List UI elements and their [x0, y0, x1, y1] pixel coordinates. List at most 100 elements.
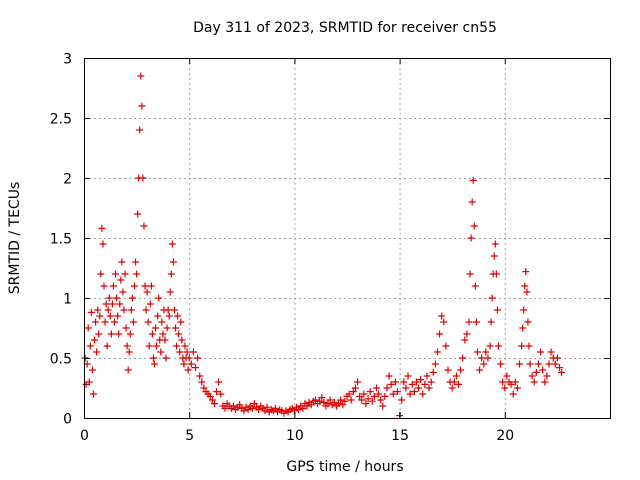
data-point — [385, 372, 393, 380]
data-point — [522, 268, 530, 276]
y-tick-label: 3 — [63, 52, 72, 68]
data-point — [543, 372, 551, 380]
data-point — [169, 258, 177, 266]
data-point — [170, 306, 178, 314]
data-point — [487, 318, 495, 326]
data-point — [103, 342, 111, 350]
x-tick-label: 10 — [286, 428, 304, 444]
x-axis-label: GPS time / hours — [286, 459, 403, 475]
data-point — [215, 378, 223, 386]
y-axis: 0 0.5 1 1.5 2 2.5 3 — [50, 52, 611, 428]
data-point — [109, 282, 117, 290]
data-point — [476, 366, 484, 374]
data-point — [491, 240, 499, 248]
data-point — [497, 360, 505, 368]
data-point — [208, 396, 216, 404]
data-point — [150, 360, 158, 368]
data-point — [377, 396, 385, 404]
data-point — [107, 330, 115, 338]
data-point — [400, 378, 408, 386]
data-point — [558, 368, 566, 376]
data-point — [174, 312, 182, 320]
data-point — [123, 342, 131, 350]
data-point — [468, 198, 476, 206]
data-point — [438, 312, 446, 320]
data-series-srmtid — [81, 72, 566, 420]
y-tick-label: 0 — [63, 412, 72, 428]
data-point — [337, 396, 345, 404]
data-point — [452, 372, 460, 380]
x-tick-label: 0 — [80, 428, 89, 444]
data-point — [127, 306, 135, 314]
data-point — [539, 366, 547, 374]
data-point — [172, 324, 180, 332]
data-point — [113, 294, 121, 302]
data-point — [507, 380, 515, 388]
data-point — [198, 378, 206, 386]
data-point — [387, 380, 395, 388]
data-point — [311, 396, 319, 404]
data-point — [106, 312, 114, 320]
data-point — [94, 306, 102, 314]
data-point — [410, 388, 418, 396]
data-point — [176, 348, 184, 356]
data-point — [307, 401, 315, 409]
data-point — [91, 336, 99, 344]
data-point — [354, 378, 362, 386]
data-point — [129, 318, 137, 326]
data-point — [480, 360, 488, 368]
data-point — [471, 282, 479, 290]
data-point — [108, 300, 116, 308]
data-point — [488, 294, 496, 302]
data-point — [114, 312, 122, 320]
data-point — [115, 330, 123, 338]
data-point — [126, 330, 134, 338]
data-point — [244, 406, 252, 414]
data-point — [175, 330, 183, 338]
data-point — [347, 396, 355, 404]
data-point — [148, 330, 156, 338]
data-point — [158, 318, 166, 326]
data-point — [141, 282, 149, 290]
data-point — [518, 342, 526, 350]
data-point — [351, 384, 359, 392]
data-point — [523, 288, 531, 296]
data-point — [482, 348, 490, 356]
data-point — [155, 294, 163, 302]
data-point — [349, 388, 357, 396]
data-point — [117, 276, 125, 284]
data-point — [168, 240, 176, 248]
data-point — [381, 392, 389, 400]
data-point — [177, 318, 185, 326]
data-point — [240, 407, 248, 415]
data-point — [469, 176, 477, 184]
data-point — [372, 384, 380, 392]
data-point — [118, 258, 126, 266]
data-point — [490, 252, 498, 260]
data-point — [519, 324, 527, 332]
data-point — [189, 348, 197, 356]
data-point — [180, 360, 188, 368]
data-point — [303, 402, 311, 410]
chart-title: Day 311 of 2023, SRMTID for receiver cn5… — [193, 20, 497, 36]
data-point — [142, 306, 150, 314]
data-point — [526, 360, 534, 368]
data-point — [545, 360, 553, 368]
data-point — [130, 282, 138, 290]
data-point — [503, 372, 511, 380]
data-point — [450, 378, 458, 386]
data-point — [121, 270, 129, 278]
data-point — [183, 348, 191, 356]
data-point — [165, 312, 173, 320]
data-point — [461, 336, 469, 344]
data-point — [335, 400, 343, 408]
data-point — [528, 372, 536, 380]
data-point — [100, 282, 108, 290]
data-point — [138, 102, 146, 110]
data-point — [84, 324, 92, 332]
data-point — [326, 396, 334, 404]
data-point — [408, 380, 416, 388]
data-point — [402, 384, 410, 392]
data-point — [524, 318, 532, 326]
